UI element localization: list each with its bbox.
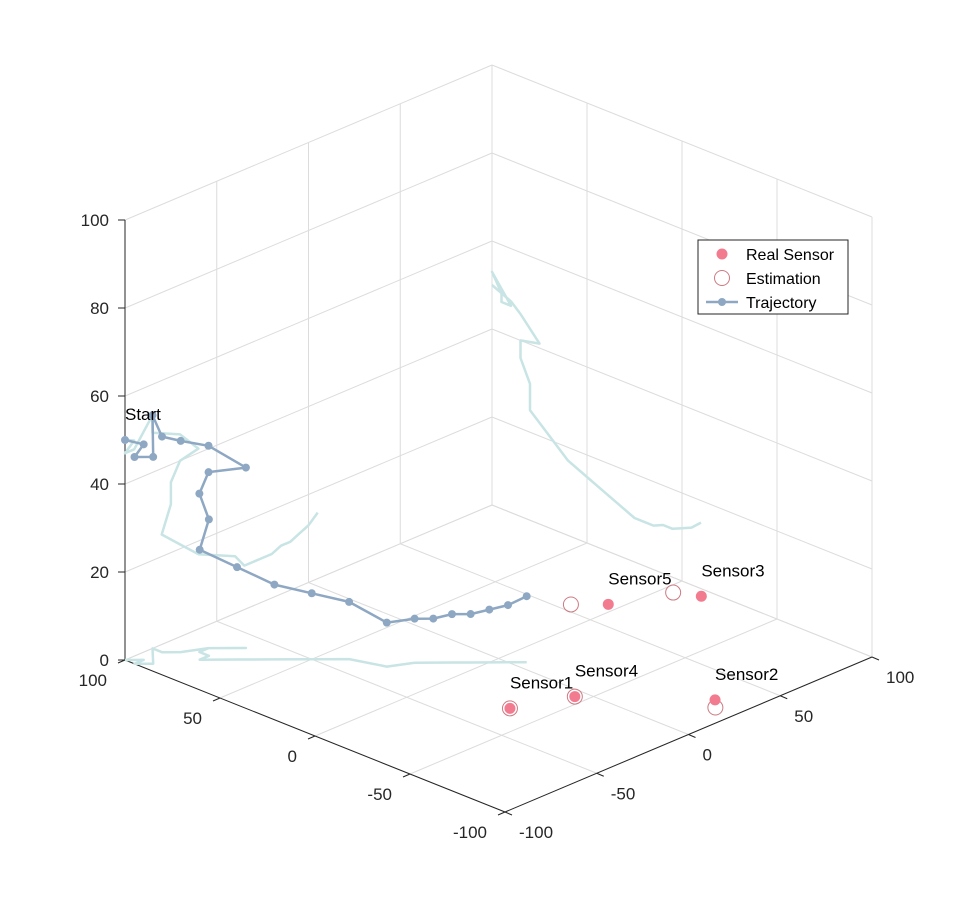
real-sensor-marker: [695, 590, 707, 602]
y-tick-label: -100: [453, 823, 487, 842]
trajectory-point: [485, 605, 494, 614]
annotation-label: Sensor2: [715, 665, 778, 684]
legend-trajectory-marker: [718, 298, 726, 306]
annotations: Start Sensor1 Sensor2 Sensor3 Sensor4 Sensor5: [125, 405, 778, 692]
legend-real-sensor-marker: [716, 248, 728, 260]
side-wall-grid-line-z: [491, 504, 873, 658]
trajectory-point: [204, 468, 213, 477]
trajectory-projection-side-wall: [490, 270, 702, 531]
legend: Real Sensor Estimation Trajectory: [697, 239, 849, 315]
trajectory-point: [121, 436, 129, 444]
y-tick-mark: [497, 811, 506, 816]
y-tick-mark: [212, 697, 221, 702]
side-wall-grid-line-z: [491, 64, 873, 218]
back-wall-grid-line-z: [124, 416, 493, 573]
annotation-label: Start: [125, 405, 161, 424]
annotation-label: Sensor4: [575, 662, 638, 681]
trajectory-point: [307, 589, 316, 598]
back-wall-grid-line-z: [124, 64, 493, 221]
real-sensor-marker: [504, 702, 516, 714]
data-marks: [121, 411, 724, 717]
floor-grid-line-y: [314, 580, 683, 737]
back-wall-grid-line-z: [124, 240, 493, 397]
trajectory-point: [195, 545, 204, 554]
annotation-label: Sensor3: [701, 561, 764, 580]
estimation-marker: [665, 584, 682, 601]
real-sensor-marker: [709, 694, 721, 706]
trajectory-point: [447, 610, 456, 619]
trajectory-point: [195, 489, 204, 498]
y-tick-label: 100: [79, 671, 107, 690]
trajectory-point: [270, 580, 279, 589]
floor-grid-line-y: [409, 618, 778, 775]
trajectory-point: [149, 452, 158, 461]
z-tick-label: 80: [90, 299, 109, 318]
annotation-label: Sensor1: [510, 673, 573, 692]
y-tick-label: 50: [183, 709, 202, 728]
trajectory-projection-floor: [124, 646, 527, 668]
x-tick-label: 0: [703, 746, 712, 765]
y-tick-mark: [402, 773, 411, 778]
estimation-marker: [566, 688, 583, 705]
x-tick-mark: [596, 772, 604, 777]
x-tick-label: -100: [519, 823, 553, 842]
trajectory-point: [466, 610, 475, 619]
trajectory-point: [429, 614, 438, 623]
y-tick-label: -50: [367, 785, 392, 804]
z-tick-label: 60: [90, 387, 109, 406]
trajectory-point: [233, 563, 242, 572]
back-wall-grid-line-z: [124, 504, 493, 661]
trajectory-point: [522, 592, 531, 601]
legend-label-trajectory: Trajectory: [746, 295, 817, 312]
trajectory-point: [504, 601, 512, 610]
trajectory-point: [382, 618, 391, 627]
trajectory-point: [204, 515, 213, 524]
trajectory-point: [241, 463, 250, 472]
x-tick-label: 100: [886, 668, 914, 687]
x-tick-label: -50: [611, 784, 636, 803]
trajectory-point: [130, 453, 139, 461]
side-wall-grid-line-z: [491, 240, 873, 394]
legend-label-estimation: Estimation: [746, 271, 821, 288]
back-wall-grid-line-z: [124, 152, 493, 309]
x-tick-label: 50: [794, 707, 813, 726]
estimation-marker: [562, 596, 579, 613]
z-tick-label: 100: [81, 211, 109, 230]
side-wall-grid-line-z: [491, 328, 873, 482]
z-tick-label: 40: [90, 475, 109, 494]
x-tick-mark: [871, 656, 880, 661]
trajectory-point: [204, 441, 213, 450]
legend-estimation-marker: [714, 270, 730, 286]
z-tick-label: 20: [90, 563, 109, 582]
trajectory-point: [345, 597, 354, 606]
trajectory-point: [139, 440, 148, 449]
x-tick-mark: [688, 734, 696, 738]
legend-label-real-sensor: Real Sensor: [746, 247, 835, 264]
real-sensor-marker: [569, 691, 581, 703]
z-tick-label: 0: [100, 651, 109, 670]
estimation-marker: [501, 700, 518, 717]
y-tick-mark: [307, 735, 316, 740]
y-tick-label: 0: [288, 747, 297, 766]
trajectory-point: [158, 432, 167, 441]
real-sensor-marker: [602, 598, 614, 610]
trajectory-point: [148, 411, 157, 420]
trajectory-point: [176, 436, 185, 445]
x-tick-mark: [504, 811, 513, 816]
annotation-label: Sensor5: [608, 569, 671, 588]
x-tick-mark: [780, 695, 788, 700]
trajectory-point: [410, 614, 419, 623]
